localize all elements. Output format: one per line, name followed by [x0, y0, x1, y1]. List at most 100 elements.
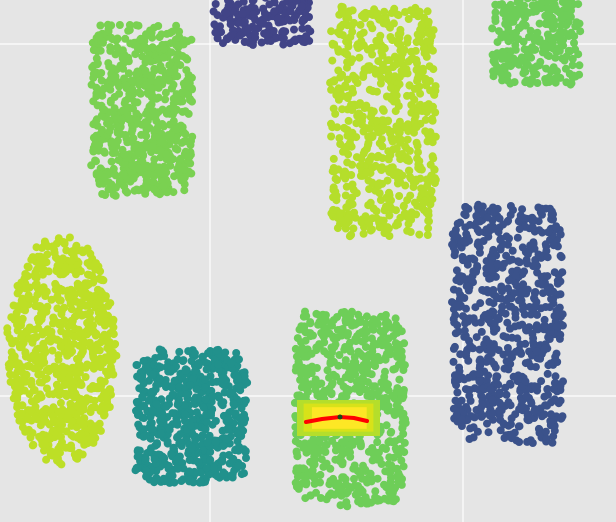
cluster-6-point — [234, 461, 243, 470]
cluster-8-point — [545, 335, 554, 343]
cluster-5-point — [16, 342, 25, 351]
cluster-4-point — [533, 28, 542, 37]
cluster-5-point — [100, 321, 109, 330]
cluster-3-point — [334, 95, 343, 104]
cluster-7-point — [401, 415, 410, 424]
cluster-3-point — [334, 66, 343, 75]
cluster-8-point — [489, 409, 497, 418]
cluster-3-point — [423, 7, 432, 16]
cluster-7-point — [349, 358, 358, 367]
cluster-6-point — [152, 400, 161, 409]
cluster-6-point — [150, 478, 159, 487]
cluster-1-point — [138, 52, 147, 61]
cluster-8-point — [451, 311, 460, 320]
cluster-8-point — [551, 372, 560, 381]
cluster-6-point — [213, 472, 222, 481]
cluster-1-point — [176, 154, 185, 163]
cluster-3-point — [411, 112, 420, 121]
cluster-7-point — [294, 359, 303, 368]
cluster-8-point — [478, 286, 487, 294]
cluster-3-point — [336, 140, 345, 149]
cluster-4-point — [576, 27, 585, 36]
cluster-1-point — [152, 188, 161, 197]
cluster-3-point — [334, 84, 343, 93]
cluster-1-point — [105, 117, 114, 126]
cluster-5-point — [105, 338, 114, 346]
cluster-5-point — [34, 317, 43, 326]
cluster-8-point — [453, 321, 462, 330]
cluster-7-point — [291, 366, 300, 375]
cluster-5-point — [38, 270, 47, 279]
cluster-7-point — [323, 366, 332, 375]
cluster-3-point — [336, 209, 344, 218]
cluster-4-point — [555, 33, 564, 41]
cluster-5-point — [36, 261, 45, 270]
cluster-7-point — [341, 312, 350, 321]
cluster-5-point — [79, 405, 88, 414]
cluster-6-point — [138, 373, 147, 382]
cluster-1-point — [128, 135, 137, 144]
cluster-3-point — [384, 201, 393, 210]
cluster-1-point — [187, 35, 196, 44]
cluster-4-point — [519, 69, 528, 78]
cluster-1-point — [129, 174, 138, 183]
cluster-3-point — [374, 181, 383, 190]
cluster-7-point — [388, 392, 397, 400]
cluster-4-point — [552, 47, 561, 56]
cluster-7-point — [346, 448, 354, 457]
cluster-8-point — [460, 237, 469, 246]
cluster-7-point — [395, 350, 403, 359]
cluster-3-point — [379, 66, 388, 75]
cluster-3-point — [431, 82, 440, 91]
cluster-3-point — [332, 191, 341, 200]
cluster-2-point — [260, 9, 269, 18]
cluster-3-point — [414, 148, 422, 157]
cluster-3-point — [367, 110, 376, 119]
cluster-5-point — [28, 441, 37, 450]
cluster-4-point — [551, 0, 559, 3]
cluster-7-point — [371, 487, 380, 496]
cluster-3-point — [355, 109, 364, 118]
cluster-1-point — [154, 83, 163, 92]
cluster-8-point — [458, 312, 467, 321]
cluster-2-point — [279, 27, 288, 36]
cluster-7-point — [299, 312, 308, 321]
cluster-2-point — [211, 28, 220, 37]
cluster-3-point — [329, 205, 338, 214]
cluster-5-point — [92, 259, 100, 268]
cluster-1-point — [123, 188, 132, 197]
cluster-4-point — [519, 37, 528, 46]
cluster-3-point — [364, 141, 372, 149]
cluster-4-point — [491, 8, 500, 17]
cluster-7-point — [332, 481, 340, 490]
cluster-3-point — [328, 56, 337, 65]
cluster-1-point — [87, 80, 96, 89]
cluster-1-point — [130, 97, 139, 106]
cluster-4-point — [547, 67, 556, 76]
cluster-8-point — [544, 228, 553, 237]
cluster-8-point — [543, 272, 552, 281]
cluster-3-point — [372, 116, 381, 125]
cluster-6-point — [219, 442, 228, 450]
cluster-6-point — [229, 399, 238, 408]
cluster-7-point — [306, 319, 315, 328]
cluster-6-point — [237, 404, 246, 413]
cluster-1-point — [113, 43, 122, 52]
cluster-4-point — [515, 24, 524, 33]
cluster-1-point — [185, 152, 194, 161]
cluster-8-point — [549, 385, 558, 394]
cluster-4-point — [503, 62, 512, 70]
cluster-8-point — [515, 258, 524, 267]
cluster-8-point — [558, 268, 567, 277]
cluster-8-point — [540, 315, 549, 324]
cluster-3-point — [343, 58, 352, 67]
cluster-7-point — [384, 334, 393, 343]
cluster-5-point — [66, 299, 75, 308]
cluster-7-point — [326, 489, 335, 498]
cluster-2-point — [240, 17, 249, 26]
cluster-1-point — [182, 66, 191, 75]
cluster-3-point — [327, 27, 336, 36]
cluster-1-point — [177, 138, 186, 147]
cluster-6-point — [142, 466, 151, 475]
cluster-7-point — [316, 494, 325, 502]
